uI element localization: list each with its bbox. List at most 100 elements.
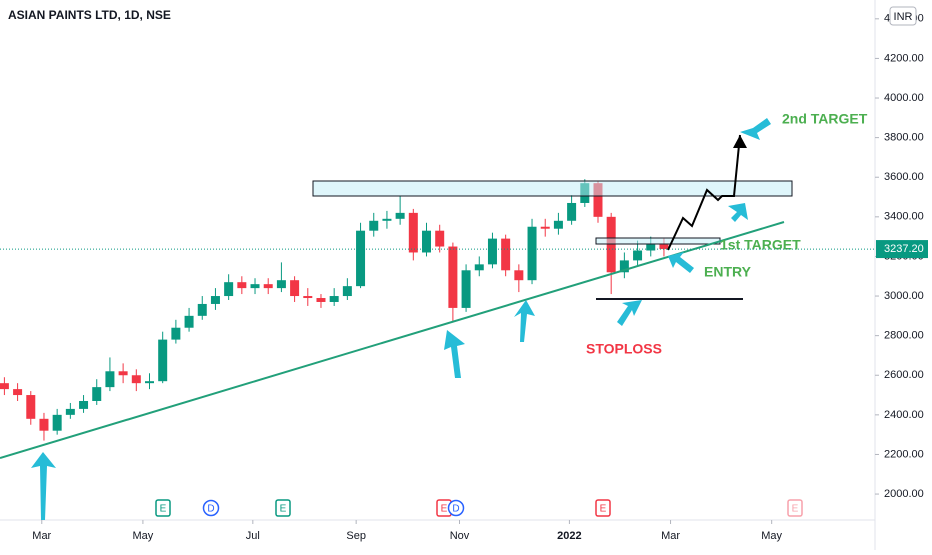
currency-label: INR <box>894 11 913 23</box>
candle-body <box>263 284 273 289</box>
candle-body <box>356 230 366 287</box>
candle-body <box>52 414 62 431</box>
event-badge <box>202 499 220 517</box>
event-badge <box>275 499 291 517</box>
y-tick-label: 2600.00 <box>884 369 924 381</box>
y-tick-label: 2400.00 <box>884 409 924 421</box>
event-marker: E <box>595 499 611 517</box>
candles <box>0 179 669 441</box>
candle-body <box>118 371 128 376</box>
y-tick-label: 3800.00 <box>884 132 924 144</box>
event-label: E <box>792 504 799 515</box>
event-label: D <box>452 504 459 515</box>
candle-body <box>382 218 392 221</box>
candle-body <box>448 246 458 308</box>
event-marker: E <box>155 499 171 517</box>
candle-body <box>593 183 603 217</box>
currency-badge <box>889 6 917 26</box>
arrow <box>668 252 694 273</box>
candle-body <box>303 296 313 299</box>
annotation: 2nd TARGET <box>782 111 868 127</box>
x-tick-label: May <box>761 530 782 542</box>
candle-body <box>276 280 286 289</box>
event-marker: E <box>275 499 291 517</box>
event-label: E <box>160 504 167 515</box>
candle-body <box>290 280 300 297</box>
annotation: 1st TARGET <box>720 237 801 253</box>
candle-body <box>210 296 220 304</box>
candle-body <box>342 286 352 297</box>
candle-body <box>144 381 154 384</box>
candle-body <box>501 238 511 271</box>
candle-body <box>224 282 234 297</box>
candle-body <box>553 220 563 229</box>
first-target-zone <box>595 237 721 245</box>
y-tick-label: 3400.00 <box>884 211 924 223</box>
x-tick-label: Nov <box>450 530 470 542</box>
event-marker: E <box>787 499 803 517</box>
candle-body <box>369 220 379 231</box>
candle-body <box>422 230 432 253</box>
arrow <box>617 300 642 326</box>
y-tick-label: 3600.00 <box>884 171 924 183</box>
arrow <box>740 118 771 140</box>
candle-body <box>158 339 168 382</box>
last-price-label: 3237.20 <box>884 243 924 255</box>
y-tick-label: 2000.00 <box>884 488 924 500</box>
event-label: E <box>441 504 448 515</box>
annotation: ENTRY <box>704 264 752 280</box>
event-label: E <box>280 504 287 515</box>
candle-body <box>646 244 656 251</box>
candle-body <box>474 264 484 271</box>
candle-body <box>65 408 75 415</box>
event-badge <box>595 499 611 517</box>
candle-body <box>514 270 524 281</box>
projection-path <box>667 134 741 251</box>
candle-body <box>487 238 497 265</box>
y-tick-label: 4000.00 <box>884 92 924 104</box>
candle-body <box>39 418 49 431</box>
candle-body <box>395 212 405 219</box>
event-badge <box>787 499 803 517</box>
arrows <box>31 118 771 520</box>
y-tick-label: 3000.00 <box>884 290 924 302</box>
candle-body <box>329 296 339 302</box>
y-tick-label: 2800.00 <box>884 330 924 342</box>
y-tick-label: 4200.00 <box>884 52 924 64</box>
x-tick-label: Mar <box>32 530 51 542</box>
candle-body <box>527 226 537 281</box>
x-tick-label: 2022 <box>557 530 581 542</box>
x-tick-label: Sep <box>346 530 366 542</box>
candle-body <box>316 298 326 302</box>
chart-title: ASIAN PAINTS LTD, 1D, NSE <box>8 8 171 22</box>
event-label: E <box>600 504 607 515</box>
candle-body <box>0 383 9 390</box>
candle-body <box>197 303 207 316</box>
x-tick-label: Mar <box>661 530 680 542</box>
arrow <box>514 300 535 342</box>
candle-body <box>606 216 616 273</box>
x-tick-label: Jul <box>246 530 260 542</box>
candle-body <box>408 212 418 253</box>
candle-body <box>567 202 577 221</box>
event-badge <box>447 499 465 517</box>
arrow <box>444 330 465 378</box>
trend-line <box>0 221 785 459</box>
candle-body <box>237 282 247 289</box>
projection-arrowhead <box>733 135 747 148</box>
candle-body <box>619 260 629 273</box>
candle-body <box>184 315 194 328</box>
candle-body <box>435 230 445 247</box>
candle-body <box>79 400 89 409</box>
event-label: D <box>207 504 214 515</box>
event-marker: D <box>202 499 220 517</box>
event-badge <box>155 499 171 517</box>
candle-body <box>250 284 260 289</box>
candle-body <box>105 371 115 388</box>
arrow <box>728 203 748 222</box>
last-price-tag <box>876 240 928 259</box>
candle-body <box>633 250 643 261</box>
candle-body <box>461 270 471 308</box>
